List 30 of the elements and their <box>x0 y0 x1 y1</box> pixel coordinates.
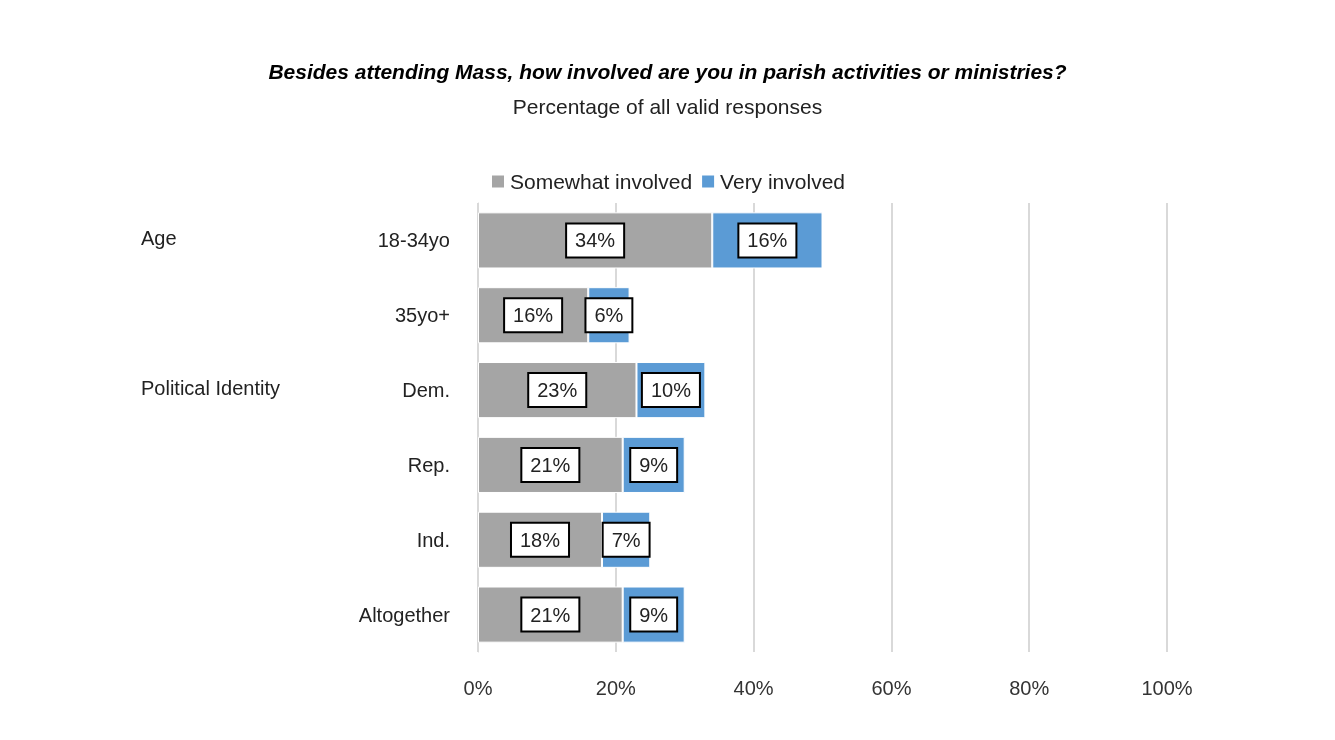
data-label: 21% <box>530 453 571 476</box>
data-label: 34% <box>575 229 616 252</box>
chart-title: Besides attending Mass, how involved are you in parish activities or ministries? <box>268 60 1067 83</box>
chart-subtitle: Percentage of all valid responses <box>512 95 823 118</box>
x-tick-label: 60% <box>871 677 912 699</box>
data-label: 9% <box>639 603 669 626</box>
text: Age <box>141 227 177 250</box>
y-tick-label: Rep. <box>407 453 450 476</box>
data-label: 18% <box>519 528 561 551</box>
data-label: 9% <box>639 453 669 476</box>
legend-label: Somewhat involved <box>510 170 693 193</box>
y-tick-label: Altogether <box>358 603 451 626</box>
x-tick-label: 20% <box>595 677 637 699</box>
y-tick-label: 35yo+ <box>394 304 450 327</box>
text: Political Identity <box>141 377 280 400</box>
y-tick-label: Ind. <box>416 528 450 551</box>
data-label: 16% <box>513 304 554 327</box>
y-tick-label: Dem. <box>402 379 450 402</box>
y-tick-label: 18-34yo <box>377 229 450 252</box>
legend-label: Very involved <box>720 170 845 193</box>
data-label: 10% <box>650 379 692 402</box>
data-label: 21% <box>530 603 571 626</box>
x-tick-label: 100% <box>1141 677 1193 699</box>
data-label: 16% <box>747 229 788 252</box>
data-label: 23% <box>537 379 578 402</box>
x-tick-label: 80% <box>1009 677 1050 699</box>
data-label: 7% <box>611 528 641 551</box>
x-tick-label: 0% <box>463 677 493 699</box>
data-label: 6% <box>594 304 624 327</box>
x-tick-label: 40% <box>733 677 774 699</box>
